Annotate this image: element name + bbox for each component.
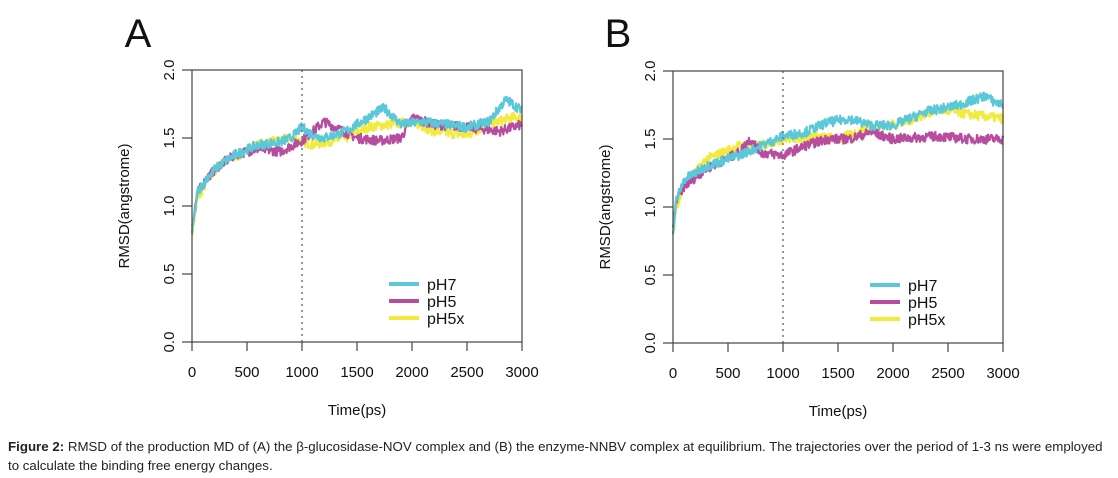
legend-label-ph5x: pH5x xyxy=(908,312,945,329)
legend-label-ph5: pH5 xyxy=(427,294,456,311)
plot-frame xyxy=(191,69,523,343)
x-tick-label: 2500 xyxy=(931,365,964,382)
series-line-ph5x xyxy=(671,104,1005,235)
x-tick-label: 2000 xyxy=(876,365,909,382)
legend-label-ph7: pH7 xyxy=(908,278,937,295)
panel-label: B xyxy=(605,12,632,56)
series-line-ph7 xyxy=(190,95,523,234)
x-tick-label: 1500 xyxy=(340,364,373,381)
y-tick-label: 1.5 xyxy=(161,128,178,149)
y-tick-label: 1.0 xyxy=(642,197,659,218)
caption-label: Figure 2: xyxy=(8,439,65,454)
legend-label-ph5x: pH5x xyxy=(427,311,464,328)
y-tick-label: 0.5 xyxy=(642,265,659,286)
series-line-ph7 xyxy=(671,91,1005,235)
y-tick-label: 0.0 xyxy=(642,333,659,354)
y-axis-title: RMSD(angstrome) xyxy=(116,143,133,268)
figure-caption: Figure 2: RMSD of the production MD of (… xyxy=(8,437,1114,475)
chart-panel-b: B 0.0 0.5 1.0 1.5 2.0 0 500 1000 1500 2000 2500 3000… xyxy=(597,12,1020,420)
x-tick-label: 0 xyxy=(188,364,196,381)
panel-label: A xyxy=(125,12,152,56)
x-tick-label: 500 xyxy=(715,365,740,382)
x-tick-label: 500 xyxy=(234,364,259,381)
y-tick-label: 0.5 xyxy=(161,264,178,285)
y-tick-label: 2.0 xyxy=(161,60,178,81)
x-tick-label: 3000 xyxy=(986,365,1019,382)
legend-label-ph5: pH5 xyxy=(908,295,937,312)
x-tick-label: 0 xyxy=(669,365,677,382)
x-tick-label: 1500 xyxy=(821,365,854,382)
caption-text: RMSD of the production MD of (A) the β-g… xyxy=(8,439,1103,473)
y-tick-label: 1.5 xyxy=(642,129,659,150)
x-axis-title: Time(ps) xyxy=(809,403,868,420)
y-tick-label: 1.0 xyxy=(161,196,178,217)
x-tick-label: 1000 xyxy=(766,365,799,382)
x-tick-label: 2000 xyxy=(395,364,428,381)
series-line-ph5x xyxy=(190,112,524,236)
x-axis-title: Time(ps) xyxy=(328,402,387,419)
figure: A 0.0 0.5 1.0 1.5 2.0 0 500 1000 1500 2000 2500 3000… xyxy=(116,12,1020,420)
chart-panel-a: A 0.0 0.5 1.0 1.5 2.0 0 500 1000 1500 2000 2500 3000… xyxy=(116,12,539,419)
x-tick-label: 1000 xyxy=(285,364,318,381)
x-tick-label: 3000 xyxy=(505,364,538,381)
series-line-ph5 xyxy=(671,128,1005,228)
y-axis-title: RMSD(angstrome) xyxy=(597,144,614,269)
y-tick-label: 0.0 xyxy=(161,332,178,353)
x-tick-label: 2500 xyxy=(450,364,483,381)
y-tick-label: 2.0 xyxy=(642,61,659,82)
legend-label-ph7: pH7 xyxy=(427,277,456,294)
